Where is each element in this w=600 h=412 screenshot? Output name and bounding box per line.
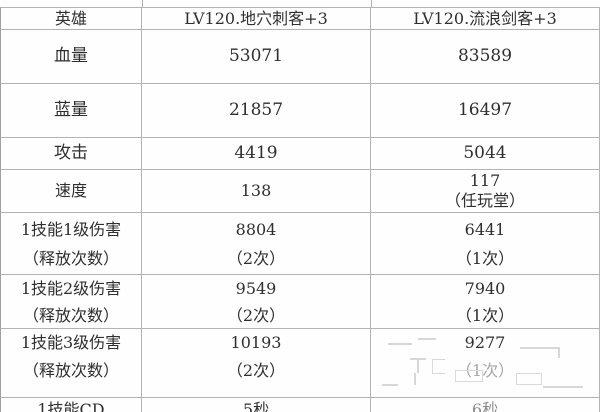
skill1-lv3-swordsman-value: 9277 bbox=[464, 333, 506, 352]
row-label-hp: 血量 bbox=[0, 30, 142, 84]
hp-crypt-assassin: 53071 bbox=[142, 30, 371, 84]
speed-wandering-swordsman: 117 （任玩堂） bbox=[371, 170, 600, 213]
table-row-skill1-lv3-damage: 1技能3级伤害 （释放次数） 10193 （2次） 9277 （1次） bbox=[0, 329, 600, 398]
row-label-mp: 蓝量 bbox=[0, 84, 142, 138]
table-row-hp: 血量 53071 83589 bbox=[0, 30, 600, 84]
header-wandering-swordsman: LV120.流浪剑客+3 bbox=[371, 7, 600, 30]
row-label-speed: 速度 bbox=[0, 170, 142, 213]
column-border-stub bbox=[371, 0, 372, 7]
skill1-lv2-crypt-assassin: 9549 （2次） bbox=[142, 275, 371, 329]
speed-crypt-assassin: 138 bbox=[142, 170, 371, 213]
skill1-lv3-swordsman-casts: （1次） bbox=[455, 361, 515, 380]
table-row-mp: 蓝量 21857 16497 bbox=[0, 84, 600, 138]
table-row-skill1-lv1-damage: 1技能1级伤害 （释放次数） 8804 （2次） 6441 （1次） bbox=[0, 213, 600, 275]
row-label-attack: 攻击 bbox=[0, 138, 142, 170]
skill1-lv2-wandering-swordsman: 7940 （1次） bbox=[371, 275, 600, 329]
table-row-skill1-lv2-damage: 1技能2级伤害 （释放次数） 9549 （2次） 7940 （1次） bbox=[0, 275, 600, 329]
table-row-attack: 攻击 4419 5044 bbox=[0, 138, 600, 170]
stats-table: 英雄 LV120.地穴刺客+3 LV120.流浪剑客+3 血量 53071 83… bbox=[0, 7, 600, 412]
attack-crypt-assassin: 4419 bbox=[142, 138, 371, 170]
skill1-lv3-wandering-swordsman: 9277 （1次） bbox=[371, 329, 600, 398]
table-row-speed: 速度 138 117 （任玩堂） bbox=[0, 170, 600, 213]
table-header-row: 英雄 LV120.地穴刺客+3 LV120.流浪剑客+3 bbox=[0, 7, 600, 30]
row-label-skill1-lv1: 1技能1级伤害 （释放次数） bbox=[0, 213, 142, 275]
row-label-skill1-lv2: 1技能2级伤害 （释放次数） bbox=[0, 275, 142, 329]
table-row-skill1-cd: 1技能CD 5秒 6秒 bbox=[0, 398, 600, 412]
hp-wandering-swordsman: 83589 bbox=[371, 30, 600, 84]
skill1-lv1-wandering-swordsman: 6441 （1次） bbox=[371, 213, 600, 275]
skill1-cd-crypt-assassin: 5秒 bbox=[142, 398, 371, 412]
mp-crypt-assassin: 21857 bbox=[142, 84, 371, 138]
row-label-skill1-cd: 1技能CD bbox=[0, 398, 142, 412]
column-border-stub bbox=[142, 0, 143, 7]
header-hero: 英雄 bbox=[0, 7, 142, 30]
skill1-cd-wandering-swordsman: 6秒 bbox=[371, 398, 600, 412]
attack-wandering-swordsman: 5044 bbox=[371, 138, 600, 170]
skill1-lv3-crypt-assassin: 10193 （2次） bbox=[142, 329, 371, 398]
skill1-cd-swordsman-value: 6秒 bbox=[471, 400, 499, 412]
header-crypt-assassin: LV120.地穴刺客+3 bbox=[142, 7, 371, 30]
row-label-skill1-lv3: 1技能3级伤害 （释放次数） bbox=[0, 329, 142, 398]
mp-wandering-swordsman: 16497 bbox=[371, 84, 600, 138]
skill1-lv1-crypt-assassin: 8804 （2次） bbox=[142, 213, 371, 275]
